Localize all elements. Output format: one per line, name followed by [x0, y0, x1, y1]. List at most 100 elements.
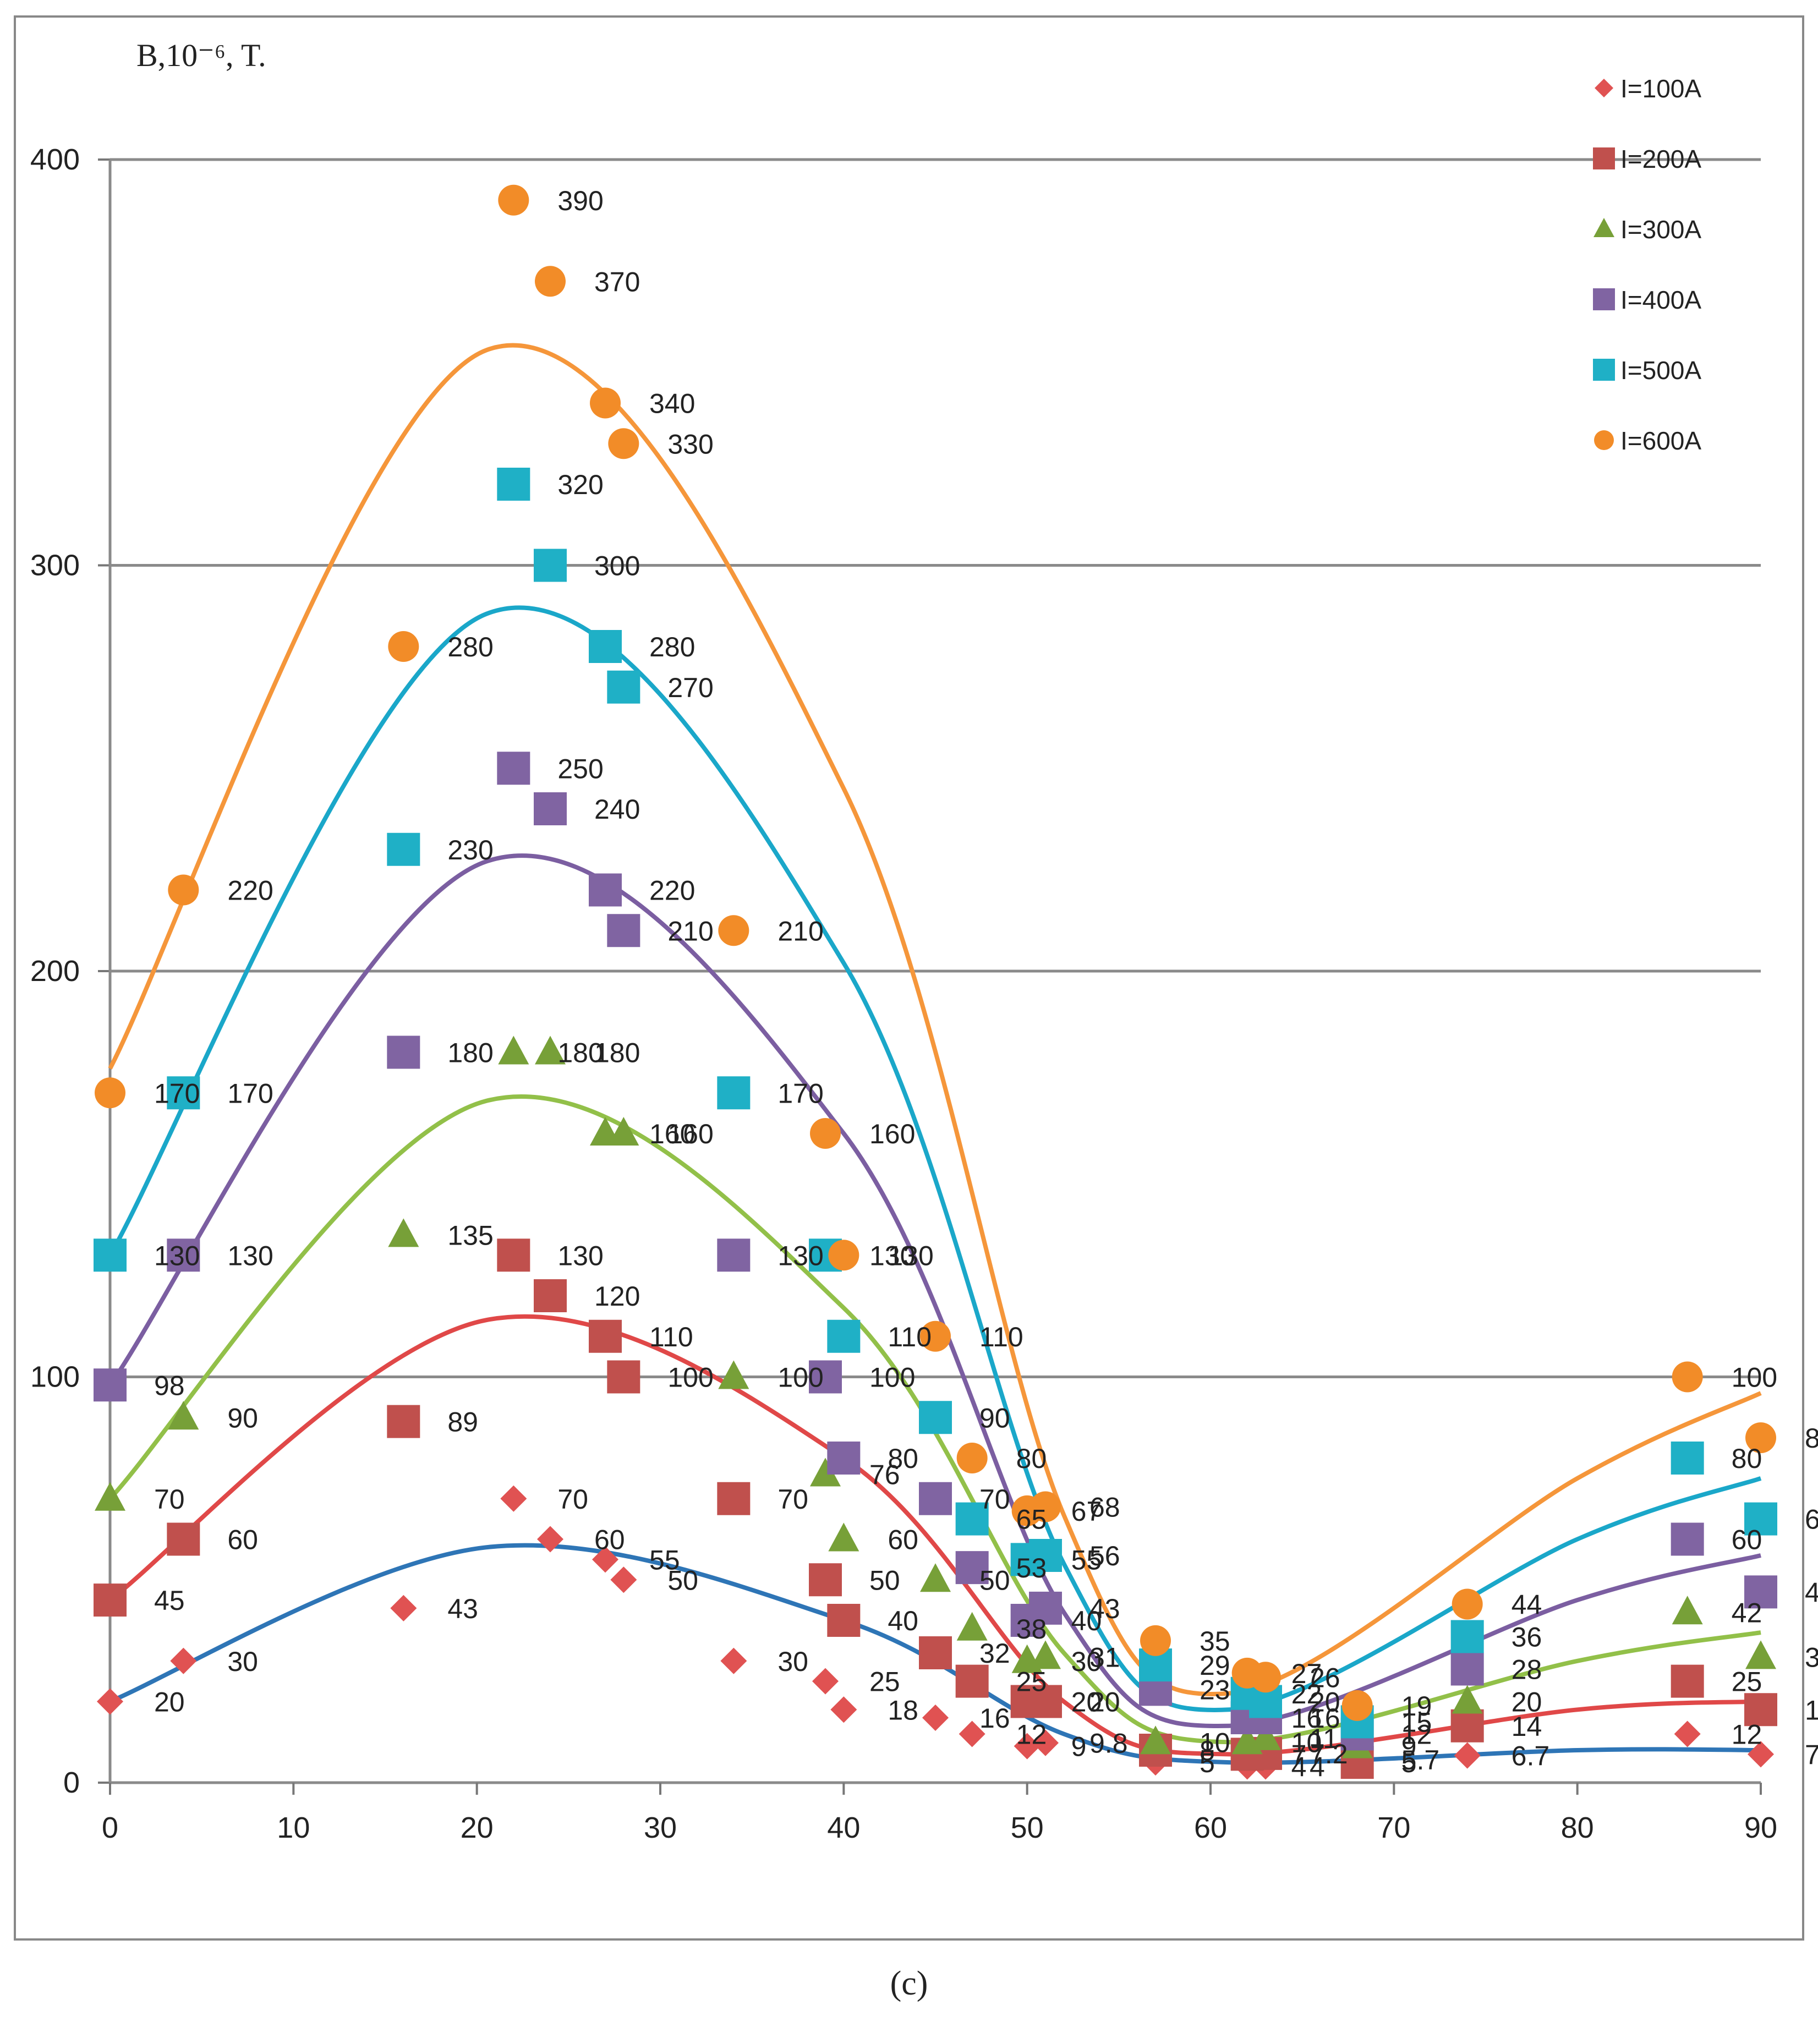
- marker-I300A-19: [1672, 1596, 1703, 1625]
- marker-I600A-14: [1140, 1625, 1171, 1656]
- data-label-I200A-17: 5: [1401, 1747, 1417, 1778]
- marker-I100A-20: [1748, 1741, 1774, 1768]
- data-label-I200A-15: 7: [1291, 1739, 1307, 1770]
- marker-I300A-2: [388, 1218, 419, 1247]
- data-label-I300A-7: 100: [777, 1362, 823, 1393]
- figure-caption: (c): [890, 1965, 928, 2002]
- data-label-I500A-14: 29: [1200, 1650, 1230, 1681]
- marker-I600A-5: [590, 387, 621, 419]
- legend-label-I200A: I=200A: [1620, 145, 1701, 173]
- marker-I300A-3: [498, 1035, 529, 1065]
- data-label-I300A-2: 135: [447, 1220, 493, 1251]
- data-label-I500A-8: 130: [869, 1240, 915, 1271]
- data-label-I500A-1: 170: [227, 1078, 273, 1109]
- y-tick-label-400: 400: [30, 143, 80, 176]
- data-label-I400A-13: 43: [1089, 1593, 1120, 1624]
- data-label-I300A-0: 70: [154, 1484, 185, 1515]
- data-label-I600A-18: 44: [1512, 1590, 1542, 1620]
- data-label-I200A-19: 25: [1732, 1667, 1762, 1697]
- marker-I300A-16: [1250, 1721, 1281, 1750]
- data-label-I600A-6: 330: [667, 429, 713, 459]
- data-label-I500A-17: 15: [1401, 1707, 1432, 1738]
- data-label-I300A-9: 60: [888, 1525, 918, 1555]
- data-label-I500A-13: 56: [1089, 1541, 1120, 1571]
- data-label-I600A-19: 100: [1732, 1362, 1777, 1393]
- data-label-I400A-5: 220: [649, 875, 695, 906]
- data-label-I200A-13: 20: [1089, 1687, 1120, 1718]
- marker-I600A-0: [95, 1077, 125, 1109]
- data-label-I300A-18: 20: [1512, 1687, 1542, 1718]
- marker-I500A-4: [534, 549, 567, 582]
- marker-I400A-13: [1029, 1591, 1062, 1625]
- marker-I500A-9: [827, 1319, 861, 1353]
- data-label-I500A-9: 110: [888, 1322, 932, 1352]
- marker-I400A-20: [1744, 1575, 1777, 1609]
- data-label-I100A-10: 16: [979, 1703, 1010, 1734]
- data-label-I500A-16: 20: [1310, 1687, 1340, 1718]
- marker-I600A-17: [1341, 1690, 1373, 1721]
- marker-I100A-8: [812, 1668, 839, 1695]
- marker-I200A-6: [607, 1360, 640, 1394]
- marker-I600A-20: [1745, 1422, 1776, 1454]
- data-label-I100A-12: 9: [1071, 1731, 1087, 1762]
- data-label-I600A-8: 160: [869, 1119, 915, 1149]
- marker-I200A-4: [534, 1279, 567, 1312]
- x-tick-label-80: 80: [1561, 1811, 1594, 1844]
- data-label-I200A-7: 70: [777, 1484, 808, 1515]
- marker-I300A-10: [920, 1563, 951, 1592]
- marker-I100A-6: [610, 1566, 637, 1593]
- marker-I600A-4: [535, 266, 566, 297]
- marker-I300A-11: [956, 1612, 988, 1641]
- data-label-I500A-5: 280: [649, 632, 695, 662]
- legend-label-I100A: I=100A: [1620, 74, 1701, 103]
- marker-I600A-7: [718, 915, 749, 946]
- data-label-I100A-20: 7: [1805, 1739, 1818, 1770]
- marker-I100A-9: [830, 1696, 857, 1723]
- marker-I500A-20: [1744, 1502, 1777, 1536]
- marker-I500A-11: [955, 1502, 989, 1536]
- marker-I100A-2: [390, 1594, 417, 1621]
- data-label-I500A-6: 270: [667, 672, 713, 703]
- legend: I=100A I=200A I=300A I=400A I=500A I=600A: [1593, 74, 1701, 455]
- data-label-I100A-2: 43: [447, 1593, 478, 1624]
- marker-I100A-18: [1454, 1742, 1481, 1769]
- marker-I600A-1: [168, 874, 199, 906]
- data-label-I300A-3: 180: [557, 1038, 603, 1068]
- legend-label-I300A: I=300A: [1620, 215, 1701, 244]
- data-label-I300A-6: 160: [667, 1119, 713, 1149]
- fit-curve-I400A: [108, 853, 1761, 1729]
- x-tick-label-60: 60: [1194, 1811, 1227, 1844]
- marker-I300A-6: [608, 1117, 639, 1146]
- marker-I600A-3: [498, 184, 529, 216]
- marker-I400A-18: [1450, 1652, 1484, 1686]
- legend-marker-I600A: [1594, 430, 1614, 450]
- marker-I100A-7: [720, 1647, 747, 1674]
- data-label-I600A-2: 280: [447, 632, 493, 662]
- legend-marker-I300A: [1594, 218, 1614, 237]
- legend-marker-I100A: [1595, 79, 1613, 97]
- data-label-I600A-14: 35: [1200, 1626, 1230, 1657]
- data-label-I100A-5: 55: [649, 1544, 680, 1575]
- x-tick-label-10: 10: [277, 1811, 310, 1844]
- data-label-I200A-20: 18: [1805, 1695, 1818, 1725]
- data-label-I400A-19: 60: [1732, 1525, 1762, 1555]
- data-label-I200A-3: 130: [557, 1240, 603, 1271]
- data-label-I500A-10: 90: [979, 1402, 1010, 1433]
- data-label-I300A-4: 180: [594, 1038, 640, 1068]
- data-label-I400A-7: 130: [777, 1240, 823, 1271]
- marker-I600A-18: [1452, 1588, 1483, 1620]
- data-label-I100A-15: 4: [1291, 1752, 1307, 1783]
- data-label-I600A-10: 110: [979, 1322, 1023, 1352]
- data-label-I100A-13: 9.8: [1089, 1728, 1128, 1759]
- data-label-I100A-0: 20: [154, 1687, 185, 1718]
- marker-I300A-9: [828, 1522, 859, 1552]
- data-label-I600A-16: 26: [1310, 1662, 1340, 1693]
- marker-I600A-10: [920, 1320, 951, 1352]
- data-label-I200A-1: 60: [227, 1525, 258, 1555]
- marker-I300A-14: [1140, 1725, 1171, 1755]
- data-label-I200A-9: 40: [888, 1605, 918, 1636]
- marker-I100A-4: [537, 1526, 563, 1553]
- marker-I500A-5: [589, 630, 622, 663]
- data-label-I600A-20: 85: [1805, 1423, 1818, 1454]
- data-label-I300A-14: 10: [1200, 1727, 1230, 1758]
